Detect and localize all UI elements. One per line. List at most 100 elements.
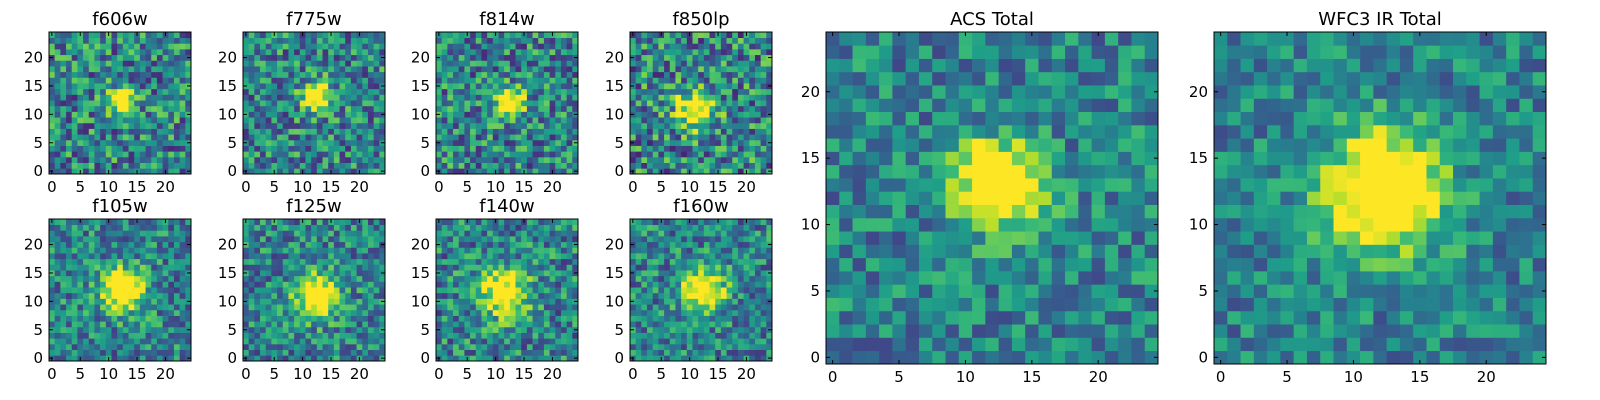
heatmap-cell: [754, 338, 761, 345]
heatmap-cell: [669, 71, 676, 78]
heatmap-cell: [294, 224, 301, 231]
heatmap-cell: [555, 60, 562, 67]
heatmap-cell: [373, 264, 380, 271]
heatmap-cell: [754, 326, 761, 333]
heatmap-cell: [515, 343, 522, 350]
heatmap-cell: [760, 292, 767, 299]
heatmap-cell: [720, 292, 727, 299]
heatmap-cell: [703, 168, 710, 175]
heatmap-cell: [134, 343, 141, 350]
heatmap-cell: [71, 128, 78, 135]
heatmap-cell: [509, 156, 516, 163]
heatmap-cell: [339, 253, 346, 260]
heatmap-cell: [487, 37, 494, 44]
heatmap-cell: [458, 321, 465, 328]
heatmap-cell: [675, 37, 682, 44]
heatmap-cell: [487, 230, 494, 237]
heatmap-cell: [532, 321, 539, 328]
heatmap-cell: [356, 139, 363, 146]
heatmap-cell: [526, 298, 533, 305]
heatmap-cell: [630, 117, 637, 124]
heatmap-cell: [71, 321, 78, 328]
heatmap-cell: [248, 88, 255, 95]
heatmap-cell: [635, 94, 642, 101]
heatmap-cell: [156, 230, 163, 237]
heatmap-cell: [350, 122, 357, 129]
heatmap-cell: [288, 258, 295, 265]
heatmap-cell: [362, 270, 369, 277]
heatmap-cell: [379, 32, 386, 39]
heatmap-cell: [117, 43, 124, 50]
heatmap-cell: [333, 122, 340, 129]
heatmap-cell: [453, 117, 460, 124]
heatmap-cell: [173, 37, 180, 44]
heatmap-cell: [254, 321, 261, 328]
heatmap-cell: [509, 122, 516, 129]
heatmap-cell: [641, 88, 648, 95]
heatmap-cell: [100, 247, 107, 254]
y-tick-label: 15: [218, 264, 237, 282]
heatmap-cell: [532, 122, 539, 129]
heatmap-cell: [356, 122, 363, 129]
heatmap-cell: [260, 37, 267, 44]
heatmap-cell: [311, 105, 318, 112]
heatmap-cell: [117, 117, 124, 124]
heatmap-cell: [299, 145, 306, 152]
heatmap-cell: [470, 156, 477, 163]
heatmap-cell: [487, 162, 494, 169]
heatmap-cell: [760, 349, 767, 356]
heatmap-cell: [265, 338, 272, 345]
heatmap-cell: [549, 292, 556, 299]
heatmap-cell: [322, 349, 329, 356]
heatmap-cell: [487, 60, 494, 67]
heatmap-cell: [515, 43, 522, 50]
heatmap-cell: [481, 253, 488, 260]
heatmap-cell: [470, 309, 477, 316]
heatmap-cell: [709, 139, 716, 146]
heatmap-cell: [151, 236, 158, 243]
heatmap-cell: [111, 321, 118, 328]
heatmap-cell: [328, 134, 335, 141]
heatmap-cell: [703, 54, 710, 61]
heatmap-cell: [88, 326, 95, 333]
heatmap-cell: [720, 49, 727, 56]
heatmap-cell: [179, 139, 186, 146]
heatmap-cell: [720, 54, 727, 61]
heatmap-cell: [111, 37, 118, 44]
heatmap-cell: [139, 315, 146, 322]
heatmap-cell: [156, 241, 163, 248]
heatmap-cell: [128, 105, 135, 112]
heatmap-cell: [379, 315, 386, 322]
heatmap-cell: [254, 230, 261, 237]
heatmap-cell: [647, 287, 654, 294]
heatmap-cell: [732, 54, 739, 61]
heatmap-cell: [703, 332, 710, 339]
heatmap-cell: [151, 264, 158, 271]
heatmap-cell: [481, 292, 488, 299]
heatmap-cell: [145, 321, 152, 328]
heatmap-cell: [271, 100, 278, 107]
heatmap-cell: [83, 134, 90, 141]
heatmap-cell: [294, 100, 301, 107]
heatmap-cell: [549, 60, 556, 67]
heatmap-cell: [549, 264, 556, 271]
heatmap-cell: [754, 37, 761, 44]
heatmap-cell: [356, 281, 363, 288]
heatmap-cell: [487, 321, 494, 328]
heatmap-cell: [487, 134, 494, 141]
heatmap-cell: [117, 162, 124, 169]
heatmap-cell: [248, 321, 255, 328]
heatmap-cell: [173, 236, 180, 243]
heatmap-cell: [709, 66, 716, 73]
heatmap-cell: [453, 77, 460, 84]
heatmap-cell: [356, 287, 363, 294]
heatmap-cell: [282, 66, 289, 73]
heatmap-cell: [470, 236, 477, 243]
heatmap-cell: [560, 275, 567, 282]
heatmap-cell: [77, 292, 84, 299]
heatmap-cell: [271, 309, 278, 316]
heatmap-cell: [641, 134, 648, 141]
heatmap-cell: [630, 66, 637, 73]
heatmap-cell: [379, 275, 386, 282]
